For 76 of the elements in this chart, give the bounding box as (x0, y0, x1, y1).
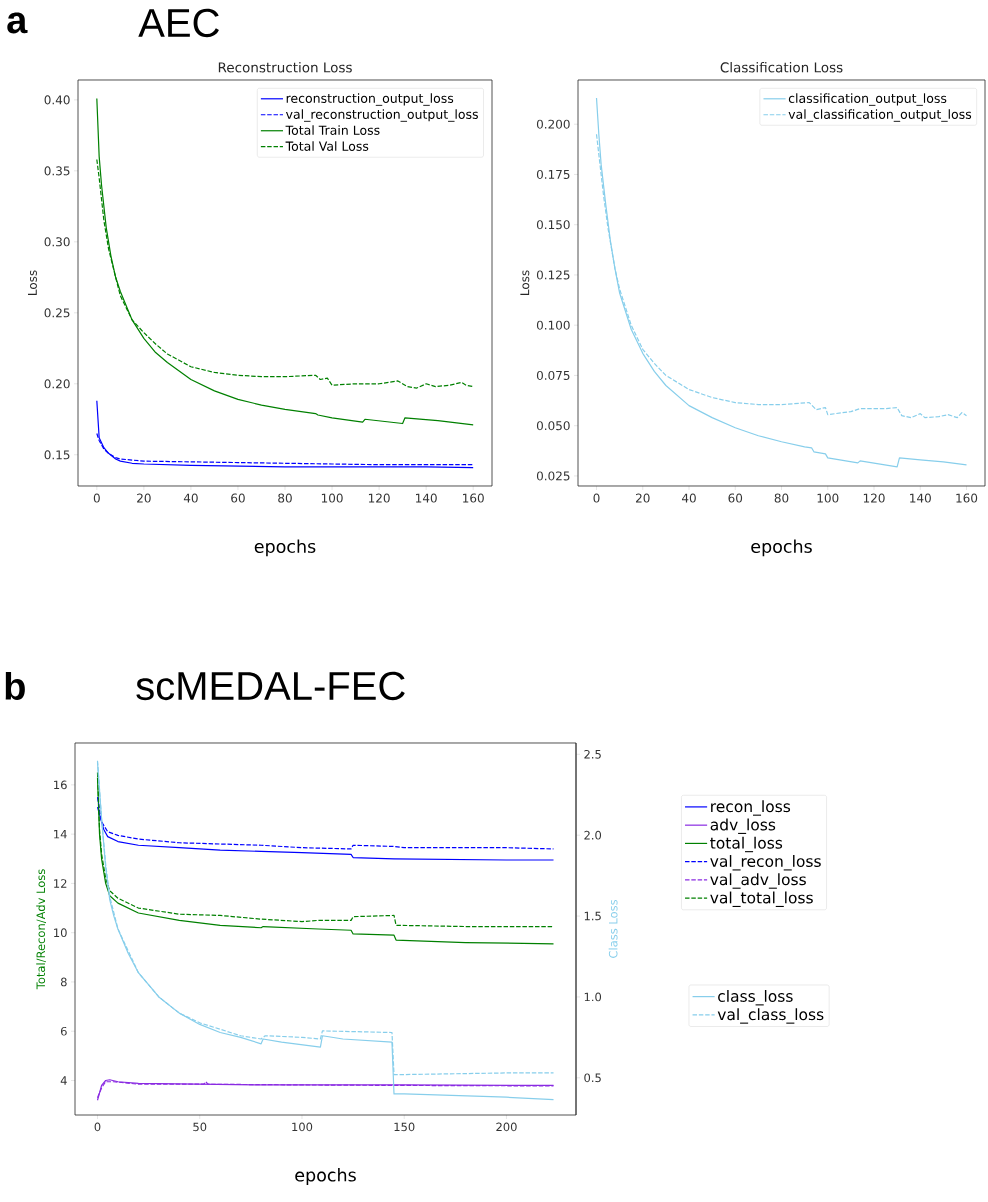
legend-label: reconstruction_output_loss (286, 93, 454, 106)
x-tick-label: 140 (416, 493, 437, 503)
x-tick-label: 50 (193, 1122, 207, 1132)
x-tick-label: 80 (278, 493, 292, 503)
y-tick-label: 4 (60, 1076, 67, 1085)
y-axis-title: Loss (520, 270, 530, 295)
legend-label: adv_loss (710, 818, 776, 834)
x-tick-label: 0 (93, 493, 100, 503)
legend-label: classification_output_loss (788, 93, 947, 106)
legend-label: val_classification_output_loss (788, 109, 972, 122)
x-tick-label: 0 (94, 1122, 101, 1132)
chart-title: Reconstruction Loss (218, 62, 352, 73)
x-tick-label: 100 (817, 493, 839, 503)
legend-label: val_total_loss (710, 891, 813, 907)
x-tick-label: 20 (636, 493, 650, 503)
y-tick-label: 0.075 (536, 370, 570, 380)
chart-title: Classification Loss (720, 62, 843, 73)
x-axis-title: epochs (751, 539, 812, 557)
y2-tick-label: 2.5 (584, 749, 601, 759)
y-tick-label: 0.20 (44, 379, 70, 389)
x-tick-label: 40 (681, 493, 696, 503)
x-tick-label: 150 (394, 1122, 415, 1132)
x-tick-label: 60 (231, 493, 245, 503)
y-tick-label: 0.175 (536, 169, 570, 179)
y-tick-label: 0.150 (536, 220, 570, 230)
legend-label: val_recon_loss (710, 855, 821, 871)
y2-tick-label: 2.0 (584, 830, 602, 840)
text: b (5, 672, 25, 700)
y-tick-label: 0.125 (536, 270, 570, 280)
x-tick-label: 100 (321, 493, 343, 503)
y-tick-label: 0.40 (44, 95, 70, 105)
y-tick-label: 0.30 (44, 237, 70, 247)
y-tick-label: 10 (54, 928, 67, 938)
x-tick-label: 100 (292, 1122, 313, 1132)
x-tick-label: 120 (863, 493, 885, 503)
legend-label: val_class_loss (717, 1008, 824, 1024)
text: scMEDAL-FEC (136, 671, 405, 701)
y-tick-label: 14 (54, 829, 67, 839)
x-tick-label: 140 (910, 493, 931, 503)
y-tick-label: 0.050 (536, 421, 570, 431)
y-tick-label: 0.025 (536, 471, 570, 481)
y-tick-label: 0.35 (44, 166, 70, 176)
x-tick-label: 60 (728, 493, 743, 503)
x-axis-title: epochs (295, 1168, 356, 1185)
x-tick-label: 40 (183, 493, 198, 503)
y2-tick-label: 1.0 (584, 992, 602, 1002)
legend-label: Total Val Loss (285, 141, 369, 151)
x-axis-title: epochs (254, 539, 316, 557)
y-tick-label: 0.100 (536, 320, 570, 330)
y-tick-label: 12 (54, 879, 67, 888)
y2-axis-title: Class Loss (608, 899, 618, 958)
y-tick-label: 8 (60, 977, 67, 987)
y2-tick-label: 0.5 (584, 1073, 601, 1083)
text: AEC (138, 8, 219, 38)
legend-label: Total Train Loss (285, 125, 380, 135)
y-axis-title: Total/Recon/Adv Loss (36, 869, 46, 990)
x-tick-label: 20 (137, 493, 151, 503)
x-tick-label: 160 (956, 493, 978, 503)
legend-label: val_adv_loss (710, 873, 806, 889)
x-tick-label: 160 (463, 493, 484, 503)
legend-label: class_loss (718, 989, 793, 1006)
legend-label: total_loss (710, 836, 783, 853)
y-axis-title: Loss (28, 270, 37, 295)
y-tick-label: 6 (60, 1026, 67, 1036)
legend-label: recon_loss (711, 800, 791, 816)
x-tick-label: 120 (368, 493, 390, 503)
text: a (7, 12, 28, 34)
y-tick-label: 0.15 (44, 450, 70, 460)
y-tick-label: 0.25 (44, 308, 70, 318)
y2-tick-label: 1.5 (584, 911, 601, 921)
x-tick-label: 80 (774, 493, 789, 503)
legend-label: val_reconstruction_output_loss (285, 109, 478, 122)
x-tick-label: 0 (593, 493, 600, 503)
x-tick-label: 200 (496, 1122, 517, 1132)
y-tick-label: 0.200 (536, 119, 570, 129)
y-tick-label: 16 (54, 780, 67, 790)
